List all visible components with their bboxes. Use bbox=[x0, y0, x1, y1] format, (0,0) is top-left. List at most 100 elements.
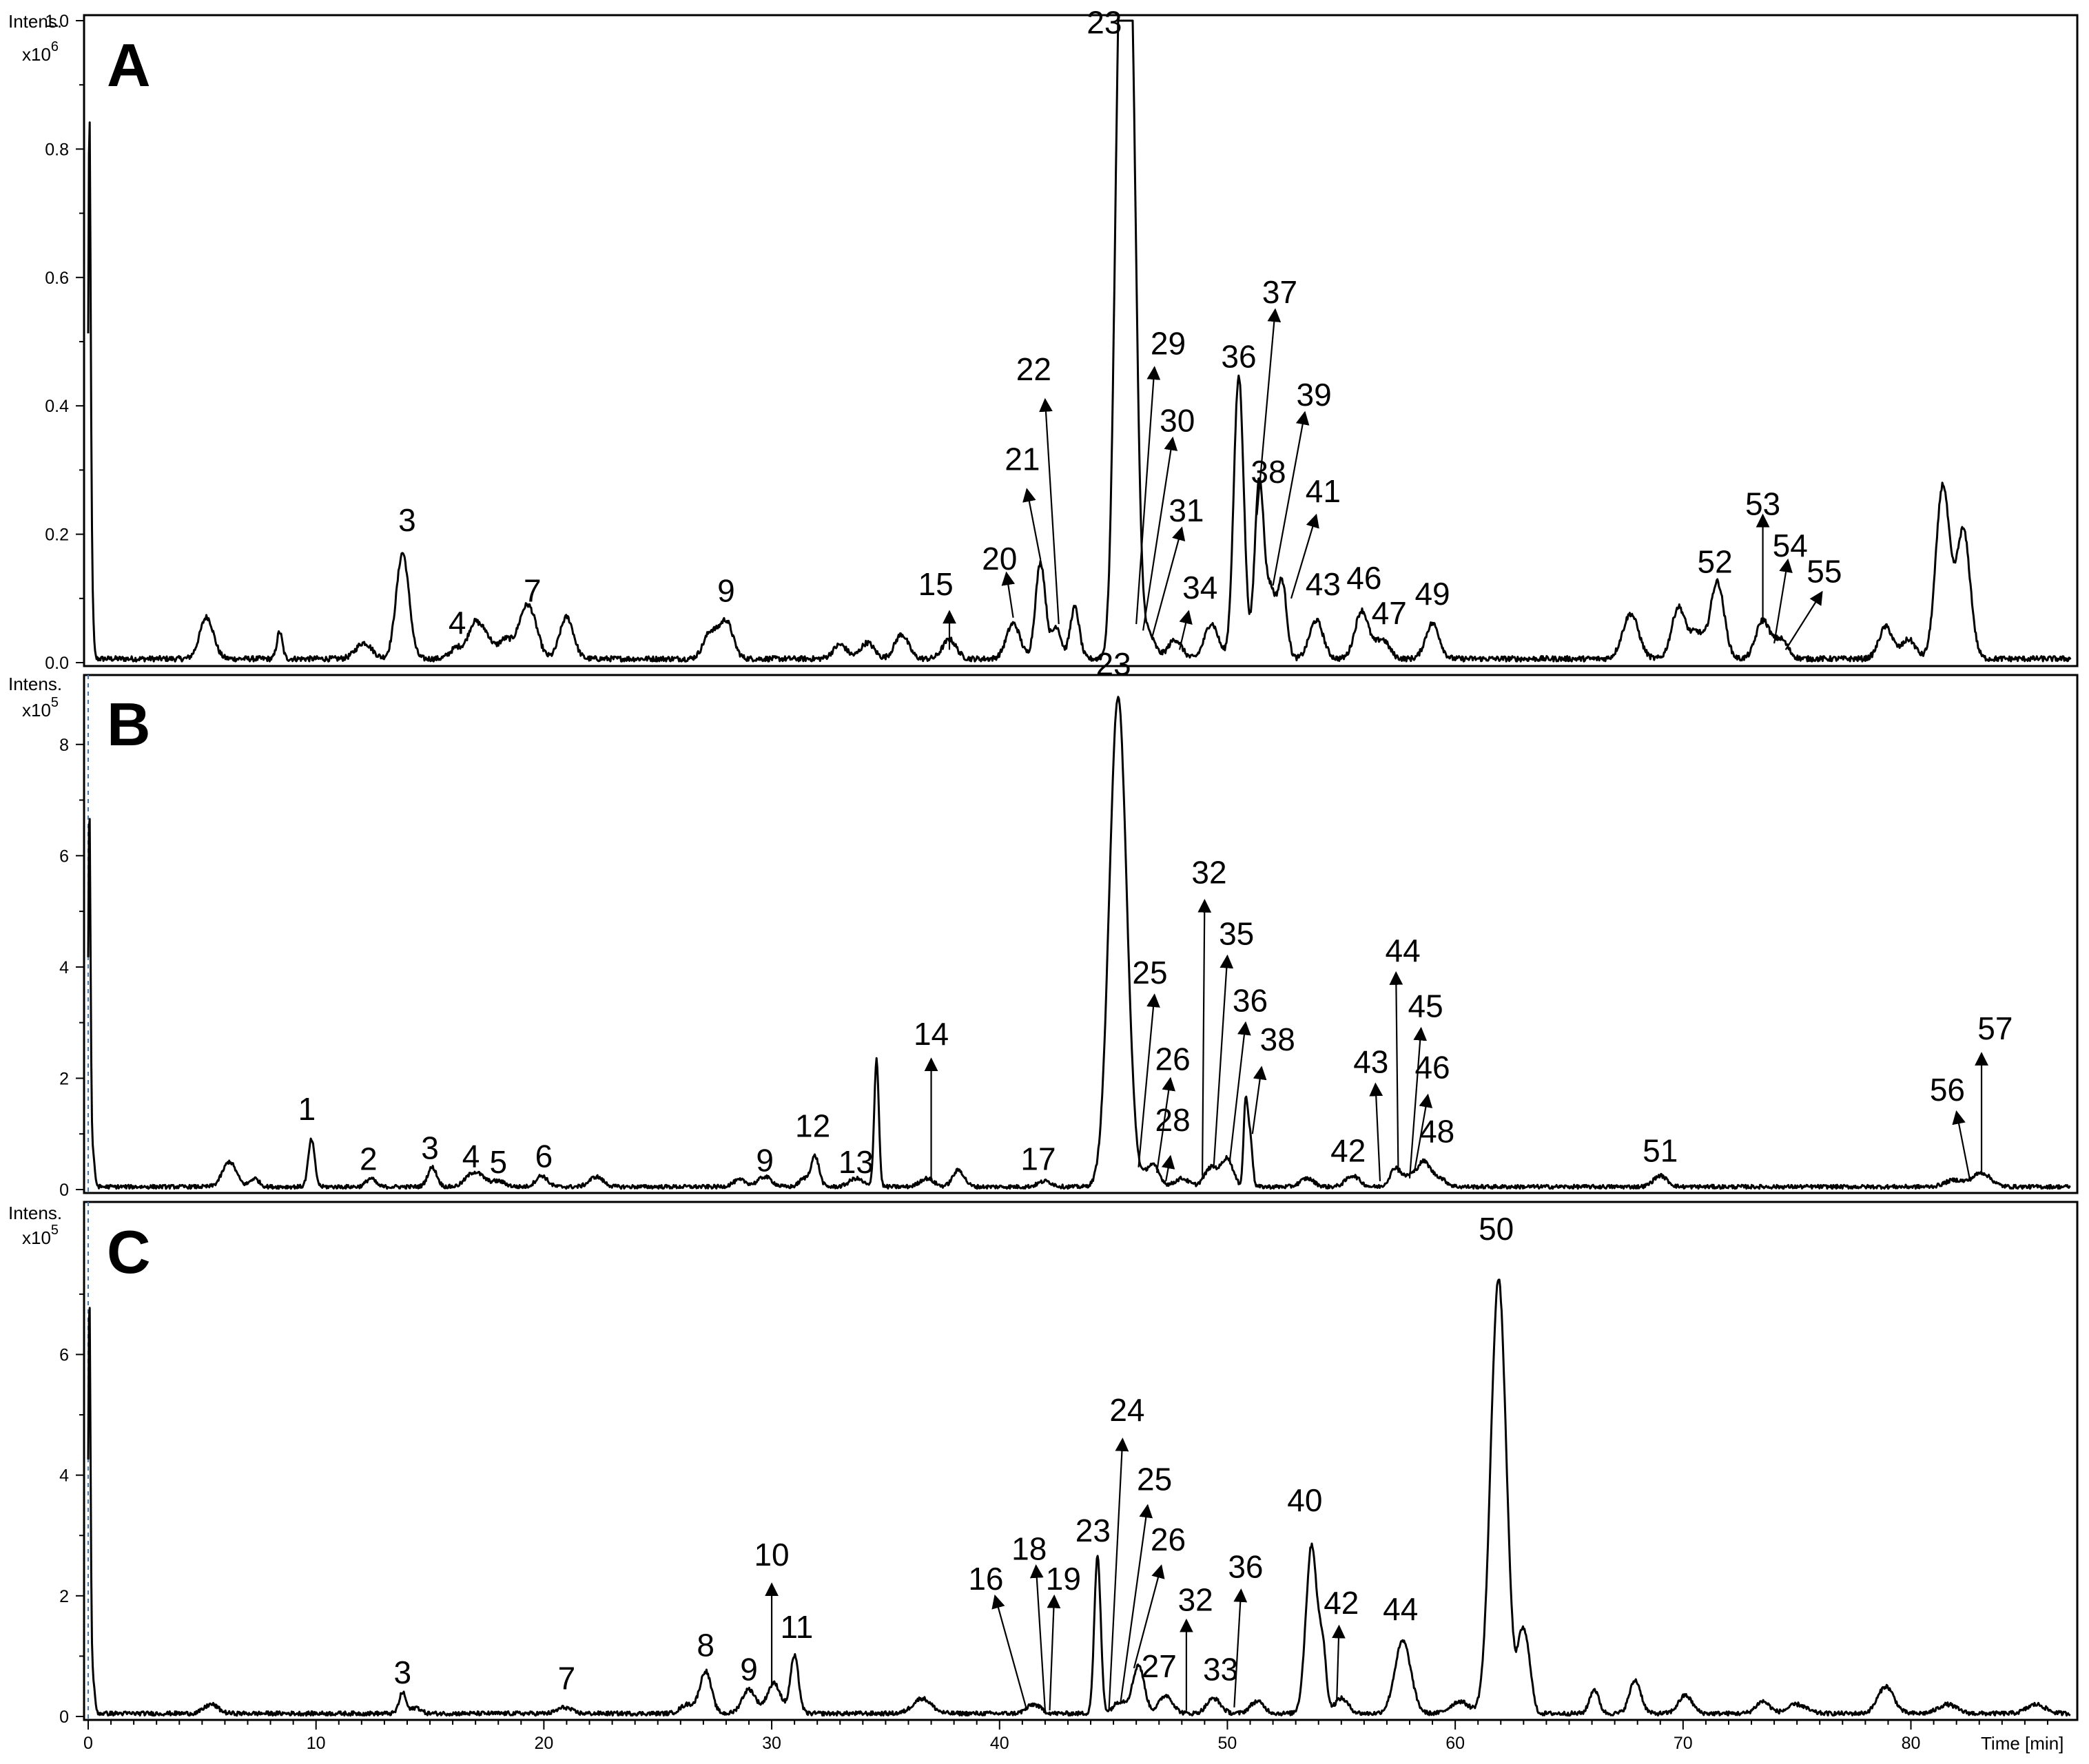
peak-arrow bbox=[1773, 558, 1793, 644]
peak-label: 48 bbox=[1419, 1113, 1454, 1149]
peak-label: 31 bbox=[1169, 492, 1204, 528]
peak-label: 26 bbox=[1155, 1041, 1190, 1077]
panel-b-ytick-label: 6 bbox=[59, 847, 69, 866]
panel-c-ytick-label: 4 bbox=[59, 1466, 69, 1486]
peak-label: 27 bbox=[1142, 1648, 1177, 1684]
peak-label: 4 bbox=[462, 1139, 480, 1174]
peak-label: 57 bbox=[1977, 1010, 2013, 1046]
panel-a-y-ticks: 0.0 0.2 0.4 0.6 0.8 1.0 bbox=[45, 12, 84, 673]
peak-arrow bbox=[1408, 1026, 1428, 1179]
panel-c-ytick-label: 0 bbox=[59, 1708, 69, 1727]
peak-arrow bbox=[1047, 1594, 1061, 1711]
panel-c-yexp-base: x10 bbox=[22, 1227, 51, 1248]
panel-b-y-ticks: 0 2 4 6 8 bbox=[59, 736, 84, 1200]
peak-arrow bbox=[1369, 1082, 1383, 1181]
peak-arrow bbox=[1413, 1093, 1433, 1173]
peak-label: 16 bbox=[968, 1561, 1003, 1597]
peak-label: 15 bbox=[918, 566, 954, 602]
peak-label: 14 bbox=[914, 1016, 949, 1052]
panel-b-frame bbox=[83, 674, 2079, 1194]
peak-label: 25 bbox=[1132, 955, 1167, 990]
peak-arrow bbox=[1290, 513, 1319, 599]
peak-label: 54 bbox=[1773, 528, 1808, 563]
panel-b-ylabel: Intens. bbox=[8, 674, 62, 694]
peak-label: 46 bbox=[1346, 560, 1381, 596]
peak-arrow bbox=[1161, 1154, 1175, 1182]
peak-label: 24 bbox=[1109, 1392, 1144, 1428]
peak-label: 52 bbox=[1698, 544, 1733, 580]
peak-label: 1 bbox=[298, 1091, 316, 1127]
panel-a-letter: A bbox=[107, 31, 151, 99]
peak-arrow bbox=[1178, 610, 1193, 650]
peak-label: 28 bbox=[1155, 1102, 1190, 1138]
peak-label: 41 bbox=[1306, 473, 1341, 509]
panel-a-ytick-label: 0.6 bbox=[45, 269, 69, 288]
x-tick-label: 80 bbox=[1902, 1734, 1921, 1753]
peak-label: 2 bbox=[360, 1141, 378, 1177]
x-tick-label: 0 bbox=[83, 1734, 93, 1753]
peak-arrow bbox=[1332, 1624, 1346, 1702]
x-axis-label: Time [min] bbox=[1981, 1733, 2064, 1754]
panel-c-trace bbox=[87, 1278, 2071, 1717]
peak-label: 37 bbox=[1262, 274, 1297, 310]
peak-label: 29 bbox=[1151, 326, 1186, 362]
peak-label: 5 bbox=[489, 1144, 507, 1180]
peak-arrow bbox=[1256, 308, 1282, 515]
peak-label: 38 bbox=[1251, 454, 1286, 490]
peak-arrow bbox=[1108, 1438, 1129, 1711]
peak-arrow bbox=[1119, 1504, 1153, 1705]
panel-b-ytick-label: 4 bbox=[59, 958, 69, 977]
peak-label: 13 bbox=[838, 1144, 874, 1180]
peak-arrow bbox=[1784, 590, 1823, 650]
panel-b-peak-labels: 12 3 4 5 6 9121314172325262832353638424344454… bbox=[298, 646, 2013, 1182]
panel-c-y-ticks: 0 2 4 6 bbox=[59, 1293, 84, 1727]
peak-label: 20 bbox=[982, 541, 1017, 577]
panel-a-yexp-base: x10 bbox=[22, 44, 51, 65]
panel-c-ytick-label: 2 bbox=[59, 1587, 69, 1606]
peak-label: 3 bbox=[394, 1654, 412, 1690]
peak-label: 53 bbox=[1745, 486, 1780, 522]
peak-arrow bbox=[1001, 571, 1016, 618]
peak-arrow bbox=[1142, 436, 1178, 631]
panel-a-ytick-label: 0.2 bbox=[45, 526, 69, 545]
peak-label: 3 bbox=[421, 1130, 439, 1166]
peak-arrow bbox=[1251, 1066, 1267, 1134]
peak-arrow bbox=[1272, 411, 1310, 586]
peak-label: 36 bbox=[1233, 983, 1268, 1019]
panel-b-yexp-base: x10 bbox=[22, 700, 51, 720]
panel-b-yexp: x105 bbox=[22, 695, 59, 720]
peak-label: 19 bbox=[1046, 1561, 1081, 1597]
peak-label: 22 bbox=[1016, 351, 1051, 387]
panel-a-ytick-label: 0.8 bbox=[45, 140, 69, 159]
panel-c-ytick-label: 6 bbox=[59, 1345, 69, 1364]
panel-c-ylabel: Intens. bbox=[8, 1203, 62, 1223]
peak-label: 26 bbox=[1151, 1522, 1186, 1557]
panel-b-yexp-sup: 5 bbox=[51, 695, 59, 710]
peak-arrow bbox=[1952, 1110, 1971, 1182]
panel-a-yexp-sup: 6 bbox=[51, 39, 59, 54]
peak-label: 17 bbox=[1020, 1141, 1056, 1177]
peak-label: 43 bbox=[1353, 1044, 1388, 1079]
peak-label: 33 bbox=[1203, 1651, 1238, 1687]
peak-arrow bbox=[1022, 488, 1042, 561]
peak-label: 32 bbox=[1178, 1582, 1213, 1618]
peak-label: 11 bbox=[781, 1609, 814, 1645]
peak-label: 50 bbox=[1479, 1211, 1514, 1247]
peak-arrow bbox=[1228, 1021, 1251, 1162]
panel-a-yexp: x106 bbox=[22, 39, 59, 65]
panel-b-trace bbox=[87, 696, 2071, 1190]
peak-label: 44 bbox=[1385, 933, 1420, 968]
peak-label: 3 bbox=[398, 502, 416, 538]
panel-b-ytick-label: 8 bbox=[59, 736, 69, 755]
peak-label: 7 bbox=[524, 572, 542, 608]
peak-arrow bbox=[1233, 1588, 1248, 1708]
panel-a-ytick-label: 0.0 bbox=[45, 654, 69, 673]
peak-arrow bbox=[1213, 954, 1234, 1168]
peak-label: 18 bbox=[1011, 1530, 1047, 1566]
peak-label: 39 bbox=[1297, 377, 1332, 413]
panel-a-trace bbox=[87, 19, 2072, 663]
